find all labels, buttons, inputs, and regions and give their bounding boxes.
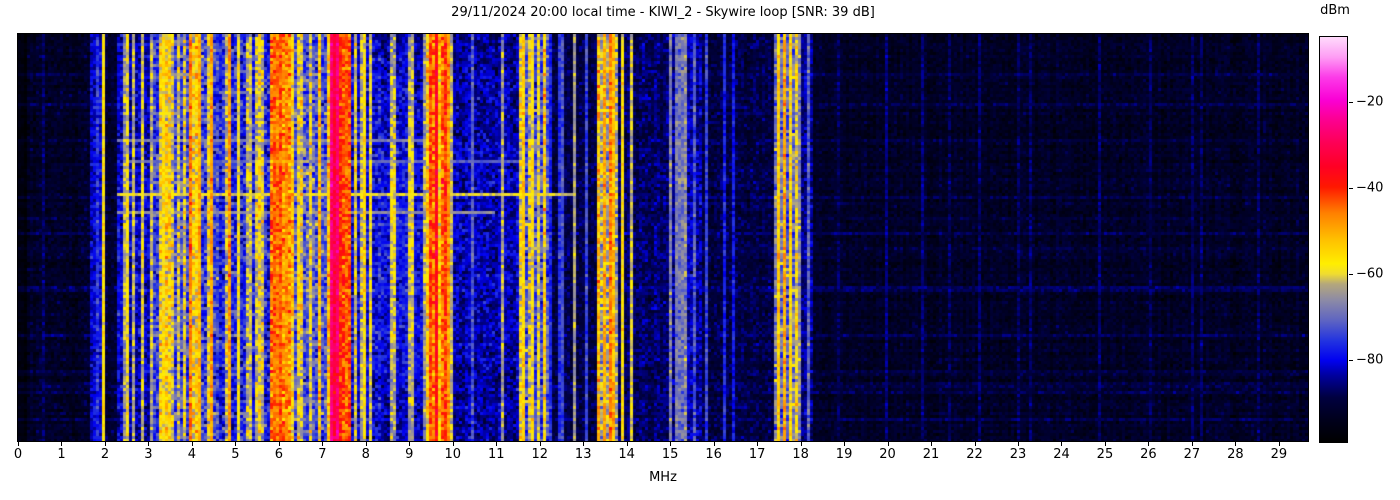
x-tick-label: 4 <box>187 447 197 462</box>
x-tick-mark <box>104 442 106 446</box>
x-tick-mark <box>365 442 367 446</box>
colorbar-tick-label: −20 <box>1356 94 1384 110</box>
x-tick-label: 8 <box>361 447 370 462</box>
x-tick-label: 18 <box>792 447 809 462</box>
x-tick-mark <box>1061 442 1063 446</box>
x-tick-mark <box>61 442 63 446</box>
x-tick-label: 25 <box>1096 447 1114 462</box>
x-tick-mark <box>409 442 411 446</box>
x-tick-label: 20 <box>879 447 896 462</box>
colorbar-tick-mark <box>1349 187 1353 189</box>
x-tick-mark <box>452 442 454 446</box>
x-tick-mark <box>887 442 889 446</box>
colorbar-unit-label: dBm <box>1320 3 1350 18</box>
x-tick-label: 19 <box>835 447 853 462</box>
colorbar-tick-label: −40 <box>1356 180 1384 196</box>
x-tick-mark <box>713 442 715 446</box>
x-tick-mark <box>18 442 19 446</box>
x-tick-mark <box>1278 442 1280 446</box>
x-tick-label: 27 <box>1183 447 1201 462</box>
x-tick-mark <box>626 442 628 446</box>
x-tick-mark <box>670 442 672 446</box>
x-tick-label: 29 <box>1270 447 1288 462</box>
x-tick-mark <box>1191 442 1193 446</box>
x-tick-label: 28 <box>1227 447 1244 462</box>
x-tick-label: 13 <box>574 447 592 462</box>
colorbar-gradient <box>1320 37 1347 442</box>
x-tick-mark <box>191 442 193 446</box>
x-tick-label: 14 <box>618 447 635 462</box>
x-tick-label: 7 <box>318 447 327 462</box>
x-tick-label: 17 <box>748 447 766 462</box>
x-tick-mark <box>1235 442 1237 446</box>
x-tick-label: 16 <box>705 447 722 462</box>
x-tick-label: 1 <box>57 447 66 462</box>
colorbar-tick-mark <box>1349 273 1353 275</box>
x-tick-mark <box>1148 442 1150 446</box>
colorbar-tick-mark <box>1349 101 1353 103</box>
x-tick-mark <box>800 442 802 446</box>
x-tick-mark <box>539 442 541 446</box>
x-tick-mark <box>235 442 237 446</box>
x-tick-mark <box>844 442 846 446</box>
x-tick-label: 9 <box>405 447 414 462</box>
x-tick-label: 0 <box>13 447 23 462</box>
x-tick-mark <box>931 442 933 446</box>
x-axis-label: MHz <box>649 470 677 485</box>
colorbar-tick-label: −60 <box>1356 266 1384 282</box>
x-tick-label: 26 <box>1140 447 1157 462</box>
x-tick-mark <box>974 442 976 446</box>
x-tick-label: 10 <box>444 447 462 462</box>
x-tick-mark <box>278 442 280 446</box>
x-tick-label: 23 <box>1009 447 1027 462</box>
x-tick-label: 2 <box>100 447 110 462</box>
x-tick-mark <box>1018 442 1019 446</box>
x-tick-mark <box>496 442 498 446</box>
x-tick-mark <box>757 442 759 446</box>
x-tick-mark <box>1104 442 1106 446</box>
x-tick-label: 12 <box>531 447 549 462</box>
x-tick-label: 3 <box>144 447 153 462</box>
x-tick-label: 15 <box>661 447 679 462</box>
x-tick-label: 24 <box>1053 447 1070 462</box>
x-tick-mark <box>322 442 324 446</box>
waterfall-canvas <box>18 34 1308 441</box>
x-tick-label: 6 <box>274 447 283 462</box>
colorbar-tick-mark <box>1349 360 1353 362</box>
x-tick-label: 22 <box>966 447 983 462</box>
x-tick-mark <box>583 442 585 446</box>
figure-title: 29/11/2024 20:00 local time - KIWI_2 - S… <box>451 5 875 20</box>
colorbar-tick-label: −80 <box>1356 352 1384 368</box>
x-tick-label: 11 <box>487 447 505 462</box>
x-tick-label: 21 <box>922 447 940 462</box>
x-tick-label: 5 <box>231 447 240 462</box>
x-tick-mark <box>148 442 150 446</box>
